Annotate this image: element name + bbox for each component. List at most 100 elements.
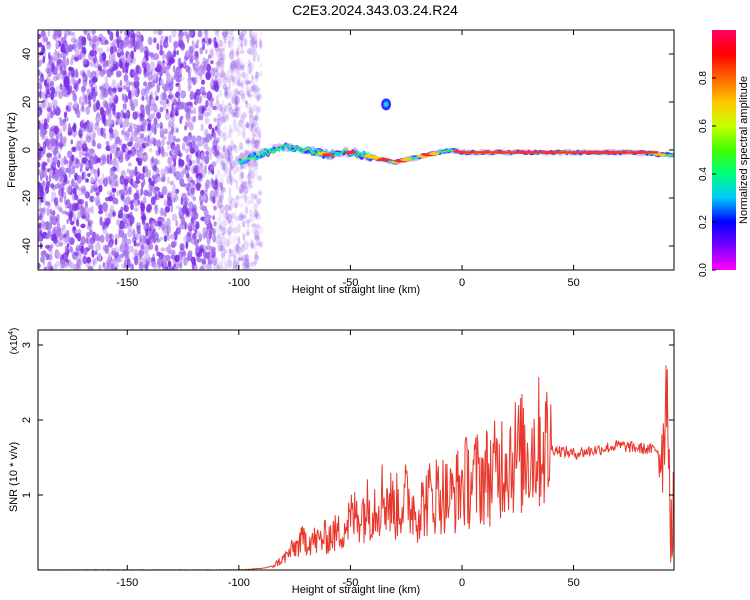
noise-speckle [220,159,225,165]
noise-speckle [117,39,124,50]
noise-speckle [191,40,195,46]
noise-speckle [52,109,57,116]
noise-speckle [102,155,107,165]
noise-speckle [72,251,79,261]
noise-speckle [88,148,95,154]
noise-speckle [97,252,102,262]
noise-speckle [197,95,203,104]
noise-speckle [94,84,98,93]
noise-speckle [58,90,64,99]
noise-speckle [224,262,227,269]
noise-speckle [149,104,154,112]
noise-speckle [160,168,165,177]
y-tick-label: -40 [21,238,33,254]
noise-speckle [217,58,220,65]
noise-speckle [234,101,239,111]
noise-speckle [108,128,114,134]
noise-speckle [114,267,118,270]
noise-speckle [257,189,263,195]
noise-speckle [228,232,232,240]
noise-speckle [140,250,145,256]
noise-speckle [234,63,238,70]
noise-speckle [47,261,52,270]
noise-speckle [38,142,41,148]
noise-speckle [218,173,223,183]
noise-speckle [41,44,46,54]
noise-speckle [247,172,251,180]
noise-speckle [245,122,251,128]
noise-speckle [254,252,257,258]
noise-speckle [74,100,78,109]
noise-speckle [238,213,244,222]
noise-speckle [121,169,125,176]
noise-speckle [62,236,69,242]
noise-speckle [212,196,216,205]
noise-speckle [46,76,50,83]
noise-speckle [145,51,149,61]
x-tick-label: 0 [459,277,465,289]
noise-speckle [252,104,258,112]
noise-speckle [150,60,155,70]
noise-speckle [244,254,250,262]
noise-speckle [245,121,249,129]
noise-speckle [49,248,53,256]
noise-speckle [104,39,109,45]
noise-speckle [91,30,97,35]
noise-speckle [162,210,166,217]
noise-speckle [171,213,178,222]
noise-speckle [147,71,153,81]
noise-speckle [223,104,228,112]
colorbar: 0.0 0.2 0.4 0.6 0.8 Normalized spectral ampl… [698,30,750,277]
noise-speckle [256,95,261,102]
noise-speckle [42,197,47,204]
noise-speckle [224,209,228,215]
noise-speckle [203,155,209,165]
noise-speckle [112,59,116,65]
noise-speckle [47,93,51,99]
noise-speckle [244,253,249,261]
noise-speckle [46,106,52,112]
noise-speckle [230,65,235,70]
noise-speckle [101,221,106,230]
noise-speckle [220,57,225,65]
noise-speckle [245,83,249,90]
noise-speckle [229,170,232,178]
noise-speckle [123,180,128,191]
noise-speckle [78,198,84,205]
noise-speckle [243,186,249,195]
noise-speckle [240,62,246,68]
noise-speckle [148,51,152,56]
noise-speckle [56,213,60,223]
x-tick-label: 0 [459,577,465,589]
noise-speckle [115,30,120,38]
noise-speckle [130,50,135,60]
noise-speckle [251,223,257,228]
noise-speckle [216,187,220,196]
noise-speckle [54,30,60,36]
noise-speckle [199,247,203,255]
noise-speckle [235,261,240,266]
noise-speckle [147,81,153,87]
noise-speckle [218,204,222,210]
noise-speckle [222,213,226,223]
noise-speckle [40,30,46,38]
noise-speckle [154,194,160,201]
noise-speckle [252,122,256,129]
noise-speckle [238,252,243,261]
noise-speckle [132,228,136,238]
noise-speckle [237,82,244,87]
noise-speckle [81,53,86,59]
snr-series-line [38,365,674,570]
spectrogram-y-ticks: 40 20 0 -20 -40 [21,48,674,254]
noise-speckle [234,88,240,99]
noise-speckle [129,68,136,79]
noise-speckle [38,42,43,48]
colorbar-tick-label: 0.2 [698,215,709,229]
noise-speckle [108,233,113,240]
noise-speckle [139,236,143,244]
colorbar-tick-label: 0.6 [698,119,709,133]
noise-speckle [254,160,259,166]
noise-speckle [73,122,77,133]
noise-speckle [170,58,176,64]
noise-speckle [160,145,164,155]
